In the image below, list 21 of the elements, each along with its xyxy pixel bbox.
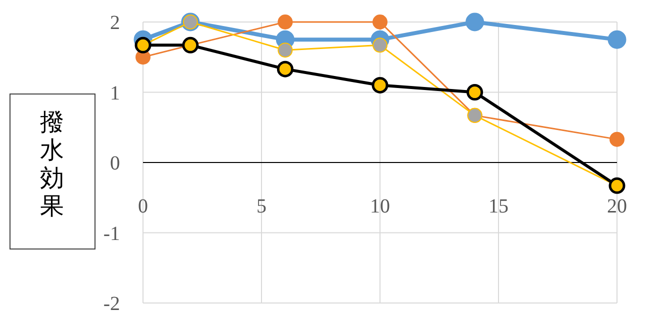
- point: [278, 42, 293, 58]
- y-tick-label: -1: [103, 222, 120, 245]
- x-tick-label: 5: [256, 196, 266, 218]
- x-tick-label: 0: [138, 196, 148, 218]
- x-tick-label: 15: [488, 196, 508, 218]
- point: [372, 14, 388, 30]
- point: [610, 132, 624, 147]
- y-axis-title: 撥水効果: [40, 108, 64, 220]
- point: [466, 12, 484, 32]
- point: [372, 38, 388, 53]
- y-tick-label: 2: [110, 12, 120, 34]
- y-tick-label: 1: [110, 82, 120, 104]
- point: [276, 60, 294, 78]
- x-tick-label: 20: [607, 196, 627, 218]
- point: [278, 14, 293, 30]
- point: [466, 84, 484, 100]
- y-tick-label: -2: [103, 293, 120, 315]
- point: [608, 30, 626, 49]
- y-tick-label: 0: [110, 152, 120, 174]
- x-tick-label: 10: [370, 196, 390, 218]
- point: [372, 76, 388, 94]
